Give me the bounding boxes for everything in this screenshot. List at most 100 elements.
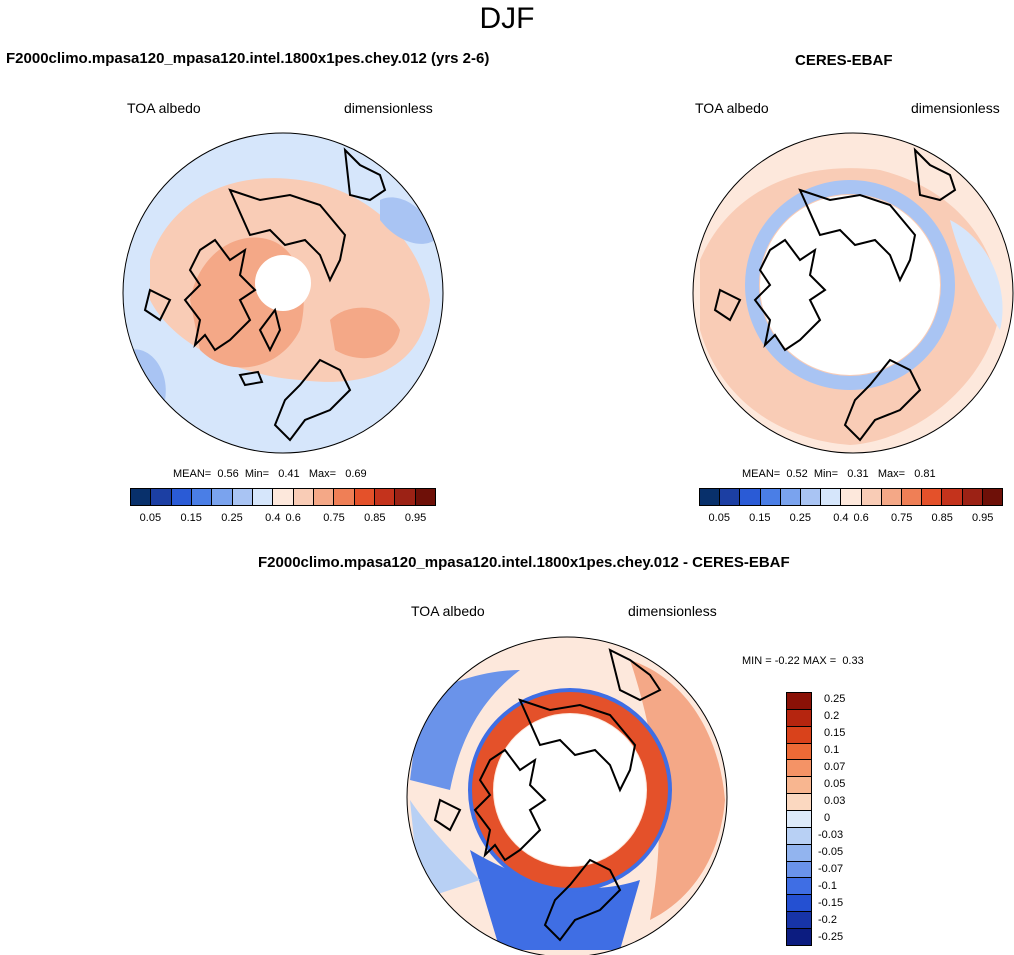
- diff-colorbar-swatch: [787, 827, 811, 845]
- diff-red-ring: [471, 691, 669, 889]
- model-colorbar-tick-label: 0.85: [364, 512, 386, 524]
- diff-colorbar-label: -0.1: [818, 879, 837, 892]
- obs-coastline: [713, 288, 742, 322]
- diff-panel-header: F2000climo.mpasa120_mpasa120.intel.1800x…: [258, 554, 790, 571]
- obs-colorbar-swatch: [902, 489, 923, 505]
- obs-coastline: [843, 358, 922, 442]
- model-colorbar-tick-label: 0.25: [221, 512, 243, 524]
- model-colorbar-swatch: [334, 489, 355, 505]
- diff-colorbar-label: -0.25: [818, 930, 844, 943]
- diff-positive-region: [630, 660, 725, 920]
- diff-colorbar-label: -0.07: [818, 862, 844, 875]
- model-units-label: dimensionless: [344, 100, 433, 116]
- obs-colorbar-tick-label: 0.15: [749, 512, 771, 524]
- obs-stats: MEAN= 0.52 Min= 0.31 Max= 0.81: [742, 468, 936, 480]
- model-colorbar-ticks: 0.05 0.15 0.25 0.4 0.6 0.75 0.85 0.95: [130, 512, 436, 528]
- diff-colorbar-swatch: [787, 912, 811, 930]
- diff-coastline: [608, 648, 662, 702]
- diff-colorbar-label: 0: [824, 812, 831, 824]
- obs-colorbar-tick-label: 0.95: [972, 512, 994, 524]
- obs-colorbar: [699, 488, 1003, 506]
- diff-colorbar-label: 0.2: [824, 710, 840, 723]
- diff-colorbar-label: -0.03: [818, 828, 844, 841]
- model-colorbar-tick-label: 0.95: [404, 512, 427, 524]
- obs-colorbar-swatch: [942, 489, 963, 505]
- model-colorbar-swatch: [151, 489, 172, 505]
- diff-colorbar-swatch: [787, 929, 811, 945]
- diff-colorbar-label: 0.03: [824, 795, 846, 808]
- diff-colorbar-label: 0.05: [824, 778, 846, 791]
- model-colorbar-swatch: [313, 489, 335, 505]
- obs-colorbar-swatch: [881, 489, 903, 505]
- season-title: DJF: [479, 2, 535, 35]
- obs-coastline: [798, 188, 917, 283]
- obs-colorbar-swatch: [841, 489, 862, 505]
- diff-colorbar-swatch: [787, 895, 811, 913]
- diff-colorbar-label: -0.05: [818, 845, 844, 858]
- obs-colorbar-swatch: [760, 489, 781, 505]
- obs-coastline: [913, 147, 957, 202]
- model-colorbar: [130, 488, 436, 506]
- diff-coastline: [433, 798, 462, 832]
- obs-colorbar-swatch: [700, 489, 721, 505]
- diff-ring-edge: [468, 688, 672, 892]
- diff-variable-label: TOA albedo: [411, 603, 485, 619]
- diff-colorbar-swatch: [787, 861, 811, 879]
- model-colorbar-swatch: [212, 489, 233, 505]
- diff-colorbar-swatch: [787, 777, 811, 795]
- obs-colorbar-swatch: [861, 489, 882, 505]
- obs-colorbar-tick-label: 0.6: [853, 512, 869, 524]
- obs-colorbar-swatch: [740, 489, 761, 505]
- model-colorbar-swatch: [191, 489, 213, 505]
- obs-panel-header: CERES-EBAF: [795, 52, 893, 69]
- obs-colorbar-tick-label: 0.75: [890, 512, 913, 524]
- model-colorbar-swatch: [252, 489, 274, 505]
- model-coastline: [228, 188, 347, 283]
- diff-colorbar-swatch: [787, 709, 811, 727]
- model-coastline: [183, 238, 257, 352]
- diff-colorbar-label: 0.1: [824, 744, 840, 757]
- model-coastline: [258, 307, 282, 353]
- obs-colorbar-swatch: [720, 489, 741, 505]
- model-panel-header: F2000climo.mpasa120_mpasa120.intel.1800x…: [6, 50, 490, 67]
- model-colorbar-swatch: [415, 489, 435, 505]
- model-low-albedo-patch: [380, 197, 435, 244]
- model-albedo-patch: [330, 307, 400, 359]
- obs-colorbar-tick-label: 0.4: [833, 512, 849, 524]
- model-coastline: [238, 370, 264, 387]
- model-coastline: [143, 288, 172, 322]
- model-colorbar-swatch: [354, 489, 375, 505]
- model-coastline: [273, 358, 352, 442]
- model-colorbar-tick-label: 0.6: [285, 512, 301, 524]
- diff-colorbar-swatch: [787, 794, 811, 812]
- model-colorbar-tick-label: 0.15: [180, 512, 202, 524]
- model-colorbar-swatch: [395, 489, 416, 505]
- diff-colorbar-labels: 0.25 0.2 0.15 0.1 0.07 0.05 0.03 0 -0.03 -0.05 -0.…: [818, 692, 868, 946]
- obs-pole-missing-data: [760, 195, 940, 375]
- obs-colorbar-swatch: [982, 489, 1003, 505]
- model-colorbar-swatch: [131, 489, 152, 505]
- diff-colorbar-swatch: [787, 693, 811, 710]
- diff-colorbar-swatch: [787, 743, 811, 761]
- diff-colorbar-swatch: [787, 811, 811, 828]
- model-variable-label: TOA albedo: [127, 100, 201, 116]
- model-colorbar-swatch: [374, 489, 396, 505]
- model-pole-missing-data: [255, 255, 311, 311]
- diff-colorbar-label: -0.15: [818, 896, 844, 909]
- diff-colorbar-label: 0.15: [824, 727, 846, 740]
- obs-colorbar-tick-label: 0.25: [789, 512, 812, 524]
- diff-colorbar-label: 0.25: [824, 693, 846, 706]
- model-colorbar-tick-label: 0.05: [139, 512, 162, 524]
- obs-ring-band: [745, 180, 955, 390]
- diff-coastline: [543, 858, 622, 942]
- diff-pole-missing-data: [494, 714, 646, 866]
- diff-units-label: dimensionless: [628, 603, 717, 619]
- model-colorbar-swatch: [273, 489, 294, 505]
- diff-colorbar-swatch: [787, 726, 811, 744]
- diff-coastline: [518, 698, 637, 793]
- obs-variable-label: TOA albedo: [695, 100, 769, 116]
- diff-colorbar-swatch: [787, 844, 811, 862]
- obs-colorbar-swatch: [962, 489, 983, 505]
